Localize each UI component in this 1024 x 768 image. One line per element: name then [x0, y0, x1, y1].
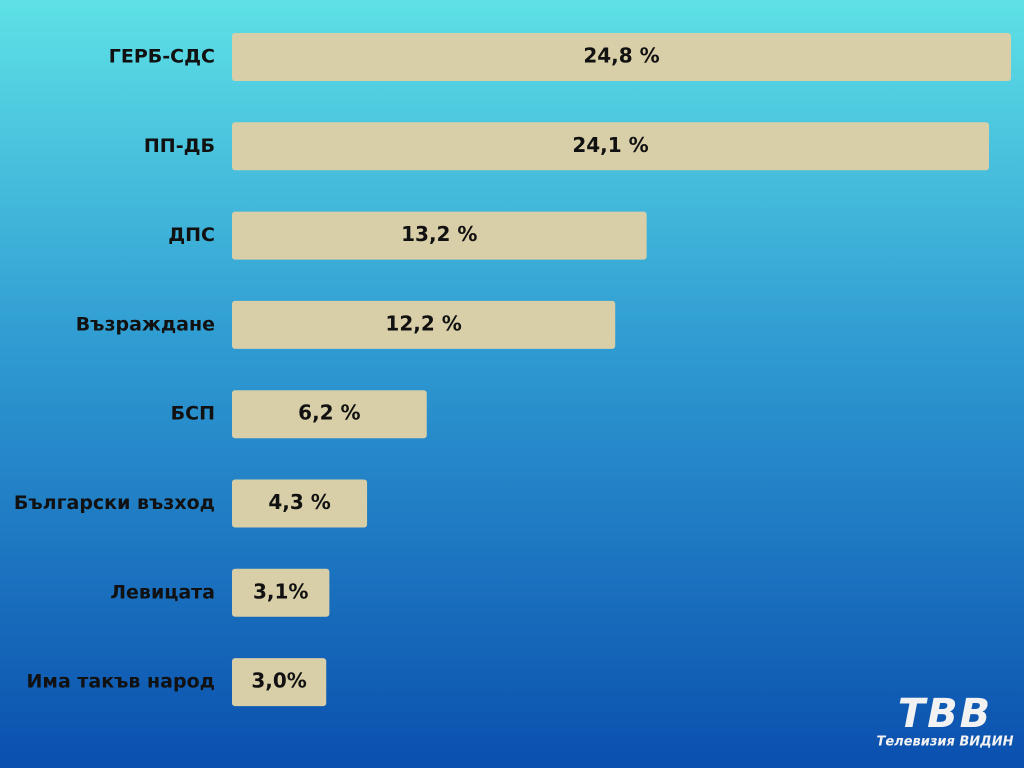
bar: [232, 479, 368, 528]
category-label: Възраждане: [76, 313, 215, 335]
bar: [232, 658, 327, 707]
category-label: Има такъв народ: [27, 671, 215, 693]
category-label: Левицата: [110, 581, 215, 603]
logo-caption: Телевизия ВИДИН: [876, 735, 1013, 750]
value-label: 24,8 %: [583, 44, 659, 68]
category-label: ПП-ДБ: [144, 135, 215, 157]
value-label: 3,1%: [253, 579, 308, 603]
bar: [232, 300, 616, 349]
bar: [232, 122, 990, 171]
category-label: ДПС: [168, 224, 215, 246]
value-label: 24,1 %: [572, 133, 648, 157]
value-label: 4,3 %: [268, 490, 330, 514]
category-label: ГЕРБ-СДС: [109, 46, 215, 68]
value-label: 13,2 %: [401, 222, 477, 246]
category-label: Български възход: [14, 492, 215, 514]
category-label: БСП: [171, 403, 215, 425]
value-label: 3,0%: [251, 669, 306, 693]
bar: [232, 390, 427, 439]
bar: [232, 33, 1011, 81]
bar: [232, 211, 647, 260]
value-label: 6,2 %: [298, 401, 360, 425]
logo-mark: ТВВ: [898, 691, 992, 737]
bar: [232, 568, 330, 617]
value-label: 12,2 %: [385, 311, 461, 335]
